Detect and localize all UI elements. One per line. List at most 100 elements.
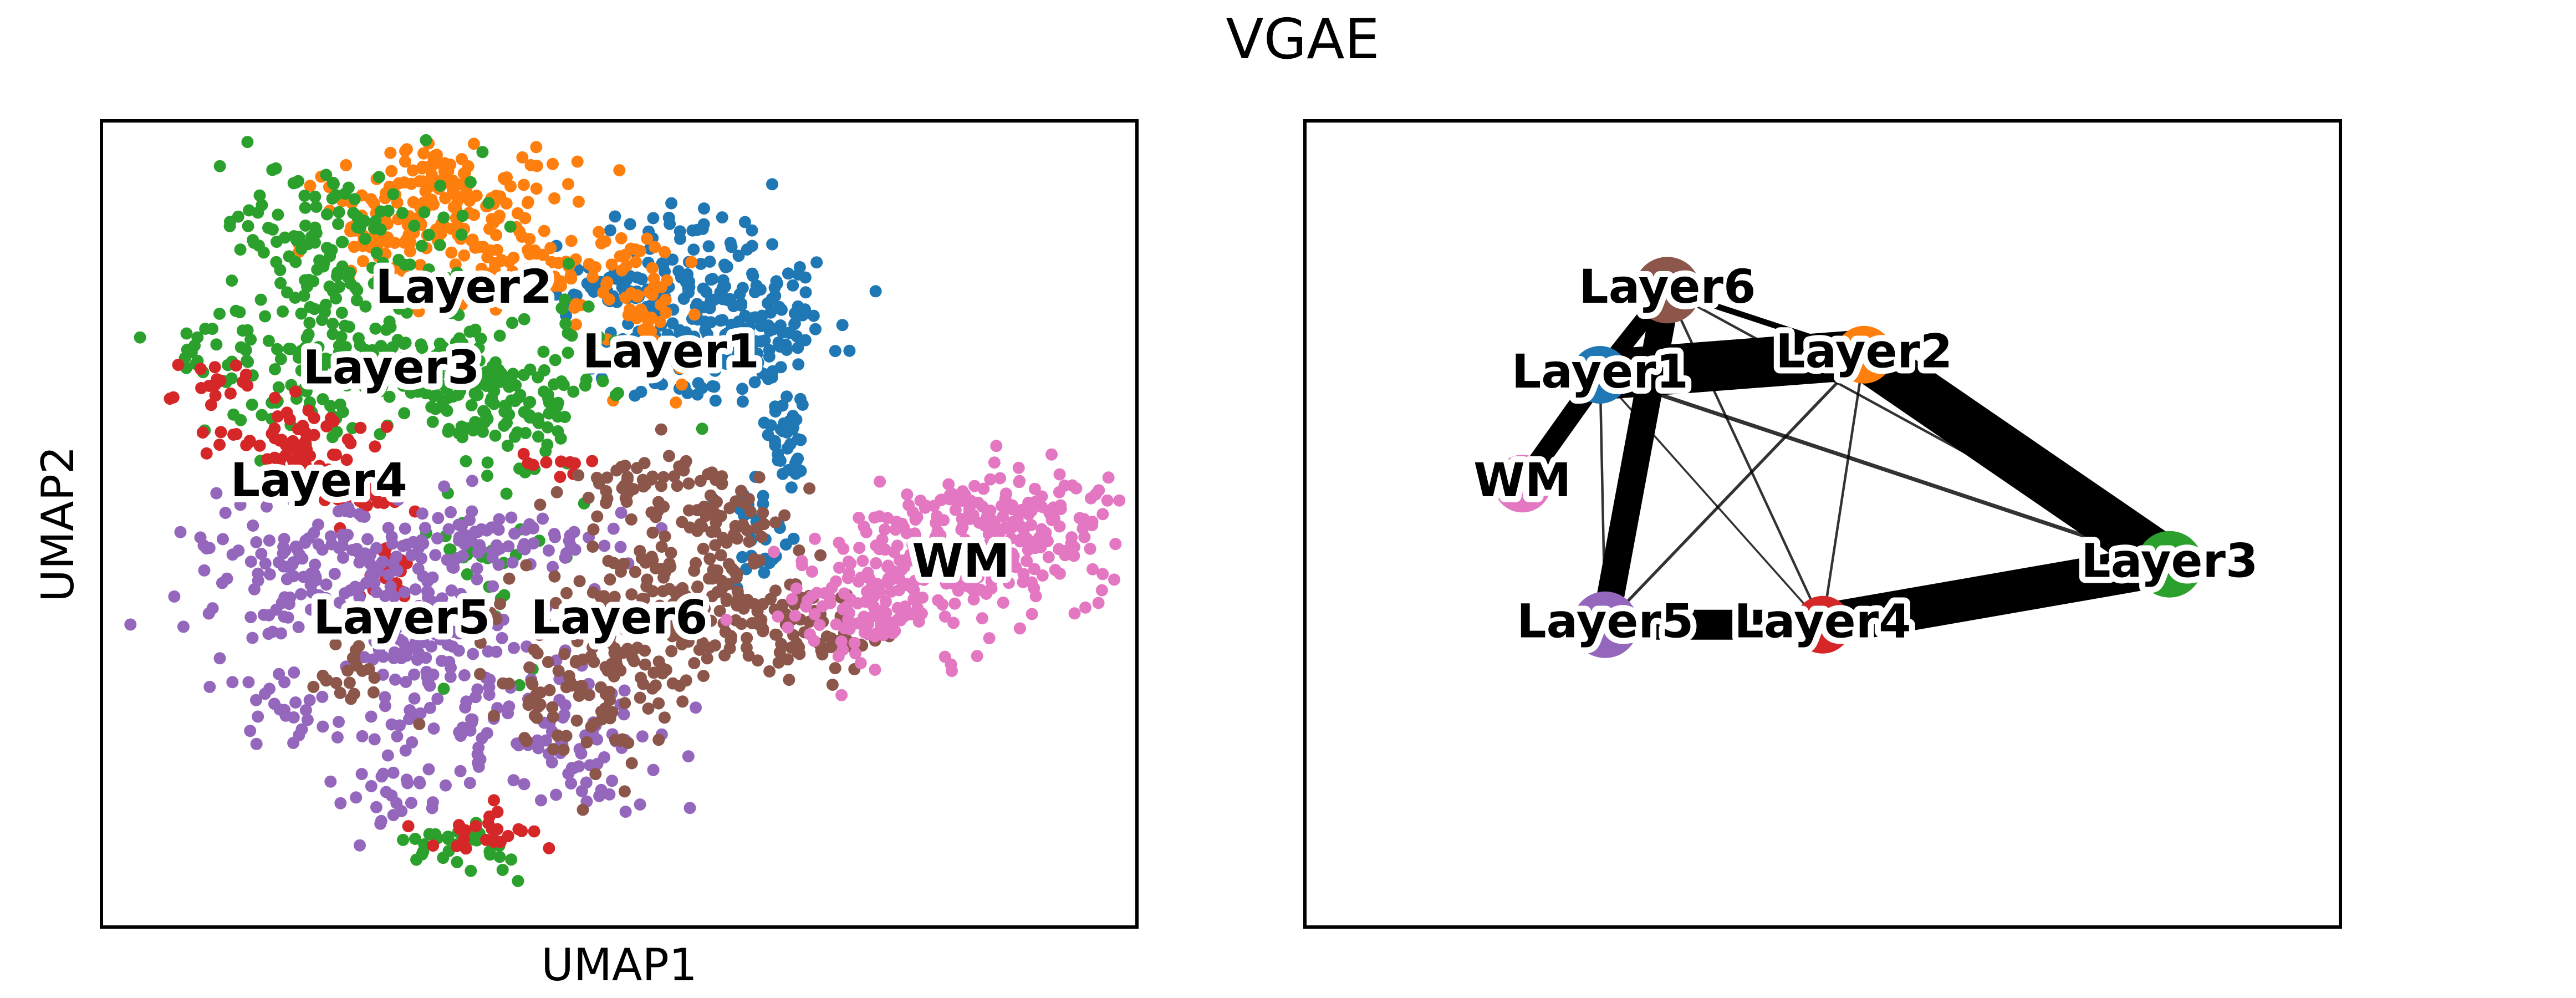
scatter-point xyxy=(609,210,621,223)
scatter-point xyxy=(1078,513,1090,526)
edge-layer6-layer4 xyxy=(1666,289,1824,625)
scatter-point xyxy=(442,165,455,177)
scatter-point xyxy=(244,333,257,346)
scatter-point xyxy=(354,482,367,495)
scatter-point xyxy=(596,375,609,388)
scatter-point xyxy=(299,201,312,214)
cluster-labels: Layer1 Layer2 Layer3 Layer4 Layer5 Layer6 WM xyxy=(225,253,1016,650)
scatter-point xyxy=(376,380,389,393)
scatter-point xyxy=(491,823,504,836)
scatter-point xyxy=(452,518,465,531)
scatter-point xyxy=(344,266,356,279)
scatter-point xyxy=(851,617,864,630)
scatter-point xyxy=(519,523,532,536)
scatter-point xyxy=(631,641,644,654)
scatter-point xyxy=(736,395,749,408)
scatter-point xyxy=(757,506,769,519)
scatter-point xyxy=(438,480,451,493)
scatter-point xyxy=(491,279,503,291)
scatter-point xyxy=(475,543,487,556)
scatter-point xyxy=(619,806,632,818)
scatter-point xyxy=(330,270,343,282)
scatter-point xyxy=(450,336,462,349)
scatter-point xyxy=(217,533,229,546)
scatter-point xyxy=(786,423,799,436)
scatter-point xyxy=(498,419,511,432)
scatter-point xyxy=(659,530,671,543)
scatter-point xyxy=(1068,607,1081,620)
scatter-point xyxy=(455,228,468,241)
scatter-point xyxy=(459,701,472,714)
scatter-point xyxy=(381,749,394,762)
scatter-point xyxy=(601,276,614,288)
scatter-point xyxy=(842,556,855,568)
scatter-point xyxy=(698,602,711,615)
scatter-point xyxy=(250,536,263,548)
scatter-point xyxy=(568,526,580,538)
scatter-point xyxy=(756,309,768,322)
scatter-point xyxy=(348,193,361,206)
scatter-point xyxy=(473,291,486,303)
scatter-point xyxy=(274,264,287,277)
node-wm xyxy=(1493,455,1552,513)
scatter-point xyxy=(948,572,961,585)
scatter-point xyxy=(303,363,315,375)
scatter-point xyxy=(1042,551,1055,563)
scatter-point xyxy=(424,701,436,714)
scatter-point xyxy=(283,250,295,263)
scatter-point xyxy=(472,342,485,354)
node-label-layer5: Layer5 xyxy=(1517,594,1693,649)
scatter-point xyxy=(663,583,676,595)
scatter-point xyxy=(565,272,578,285)
scatter-point xyxy=(219,507,232,519)
scatter-point xyxy=(288,666,300,679)
scatter-point xyxy=(244,725,257,737)
scatter-point xyxy=(591,733,603,746)
scatter-point xyxy=(496,863,509,876)
scatter-point xyxy=(570,298,583,310)
scatter-point xyxy=(508,641,520,654)
scatter-point xyxy=(694,617,707,629)
scatter-point xyxy=(330,676,343,689)
scatter-point xyxy=(766,178,778,191)
scatter-point xyxy=(494,375,507,388)
scatter-point xyxy=(278,533,290,545)
scatter-point xyxy=(342,181,355,194)
scatter-point xyxy=(680,326,692,339)
scatter-point xyxy=(988,456,1001,469)
scatter-point xyxy=(484,607,497,619)
scatter-point xyxy=(234,341,247,354)
scatter-point xyxy=(452,627,465,640)
scatter-point xyxy=(994,472,1007,485)
scatter-point xyxy=(868,511,881,524)
scatter-point xyxy=(433,337,446,350)
scatter-point xyxy=(405,797,417,809)
scatter-point xyxy=(345,693,358,705)
scatter-point xyxy=(649,241,661,253)
scatter-point xyxy=(255,548,268,560)
scatter-point xyxy=(1026,608,1038,620)
scatter-point xyxy=(746,240,758,252)
scatter-point xyxy=(586,455,599,467)
scatter-point xyxy=(769,400,782,413)
scatter-point xyxy=(410,709,422,721)
scatter-point xyxy=(674,362,686,374)
scatter-point xyxy=(180,327,193,340)
scatter-point xyxy=(330,189,343,201)
scatter-point xyxy=(416,507,429,520)
scatter-point xyxy=(938,650,951,663)
scatter-point xyxy=(634,691,646,704)
scatter-point xyxy=(300,332,313,344)
scatter-point xyxy=(529,247,542,260)
scatter-point xyxy=(542,544,555,557)
scatter-point xyxy=(532,430,544,443)
scatter-point xyxy=(437,683,450,695)
scatter-point xyxy=(294,469,307,481)
scatter-point xyxy=(274,277,287,289)
scatter-point xyxy=(487,710,500,722)
scatter-point xyxy=(445,371,458,384)
scatter-point xyxy=(391,564,404,577)
scatter-point xyxy=(278,704,291,716)
scatter-point xyxy=(886,627,899,639)
scatter-point xyxy=(241,354,253,367)
